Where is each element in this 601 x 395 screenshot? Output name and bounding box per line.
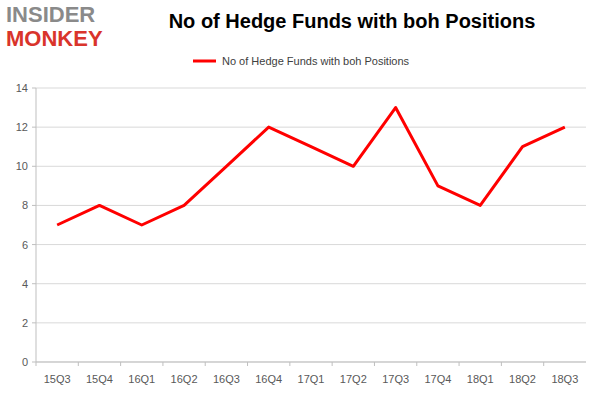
y-tick-label: 12 — [16, 121, 28, 133]
x-tick-label: 17Q4 — [424, 373, 451, 385]
x-tick — [501, 362, 502, 366]
y-tick-label: 6 — [22, 239, 28, 251]
y-tick — [32, 88, 36, 89]
x-tick-label: 17Q2 — [340, 373, 367, 385]
x-tick — [247, 362, 248, 366]
x-tick-label: 16Q2 — [171, 373, 198, 385]
grid-line — [36, 127, 586, 128]
y-tick — [32, 244, 36, 245]
y-tick — [32, 283, 36, 284]
x-tick-label: 18Q3 — [551, 373, 578, 385]
y-tick-label: 4 — [22, 278, 28, 290]
grid-line — [36, 244, 586, 245]
grid-line — [36, 283, 586, 284]
plot-area — [57, 108, 565, 225]
x-tick-label: 16Q1 — [128, 373, 155, 385]
grid-line — [36, 362, 586, 363]
y-tick — [32, 127, 36, 128]
y-tick-label: 8 — [22, 199, 28, 211]
x-tick-label: 15Q3 — [44, 373, 71, 385]
x-tick — [459, 362, 460, 366]
x-tick — [289, 362, 290, 366]
x-tick — [416, 362, 417, 366]
y-tick — [32, 362, 36, 363]
grid-line — [36, 88, 586, 89]
grid-line — [36, 205, 586, 206]
x-tick — [120, 362, 121, 366]
y-tick — [32, 322, 36, 323]
legend-swatch — [193, 60, 216, 63]
x-tick — [374, 362, 375, 366]
y-tick-label: 0 — [22, 356, 28, 368]
legend-label: No of Hedge Funds with boh Positions — [222, 55, 410, 67]
chart-container: INSIDERMONKEY No of Hedge Funds with boh … — [0, 0, 601, 395]
series-line — [57, 108, 565, 225]
y-tick-label: 2 — [22, 317, 28, 329]
grid-line — [36, 166, 586, 167]
x-axis — [36, 362, 586, 363]
y-tick-label: 10 — [16, 160, 28, 172]
x-tick-label: 16Q4 — [255, 373, 282, 385]
x-tick-label: 17Q1 — [298, 373, 325, 385]
grid-line — [36, 322, 586, 323]
x-tick — [36, 362, 37, 366]
y-tick-label: 14 — [16, 82, 28, 94]
title: No of Hedge Funds with boh Positions — [169, 10, 536, 32]
x-tick — [543, 362, 544, 366]
x-tick-label: 17Q3 — [382, 373, 409, 385]
x-tick-label: 15Q4 — [86, 373, 113, 385]
chart: INSIDERMONKEY No of Hedge Funds with boh … — [0, 0, 601, 395]
y-axis — [36, 88, 37, 362]
x-tick — [332, 362, 333, 366]
x-tick-label: 18Q2 — [509, 373, 536, 385]
x-tick — [205, 362, 206, 366]
x-tick — [78, 362, 79, 366]
x-tick-label: 16Q3 — [213, 373, 240, 385]
y-tick — [32, 205, 36, 206]
logo-text: MONKEY — [6, 26, 103, 51]
x-tick-label: 18Q1 — [467, 373, 494, 385]
y-tick — [32, 166, 36, 167]
logo-text: INSIDER — [6, 2, 95, 27]
x-tick — [162, 362, 163, 366]
